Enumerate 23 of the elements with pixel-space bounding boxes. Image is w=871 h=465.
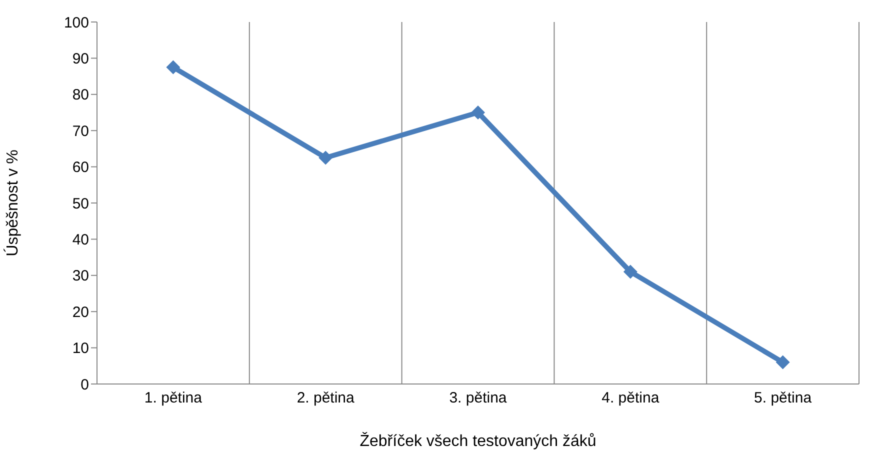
point xyxy=(318,150,333,165)
y-tick-label: 0 xyxy=(80,376,89,394)
y-tick-label: 20 xyxy=(72,304,89,321)
y-tick-label: 70 xyxy=(72,122,89,140)
y-tick-label: 90 xyxy=(72,50,89,68)
y-tick-label: 10 xyxy=(72,340,89,358)
x-axis-title: Žebříček všech testovaných žáků xyxy=(360,432,596,450)
point xyxy=(471,106,485,120)
y-tick-label: 80 xyxy=(72,86,89,104)
x-tick-label: 4. pětina xyxy=(602,390,660,407)
point xyxy=(776,355,790,370)
y-tick-label: 30 xyxy=(72,268,89,285)
point xyxy=(166,60,180,74)
y-tick-label: 50 xyxy=(72,195,89,212)
x-tick-label: 1. pětina xyxy=(144,390,203,407)
y-tick-label: 100 xyxy=(64,14,89,32)
x-tick-label: 2. pětina xyxy=(296,390,356,407)
y-tick-label: 60 xyxy=(72,159,89,176)
y-axis-title: Úspěšnost v % xyxy=(4,150,22,256)
point xyxy=(623,264,638,279)
x-tick-label: 5. pětina xyxy=(754,390,812,407)
x-tick-label: 3. pětina xyxy=(449,390,508,407)
y-tick-label: 40 xyxy=(72,232,89,249)
